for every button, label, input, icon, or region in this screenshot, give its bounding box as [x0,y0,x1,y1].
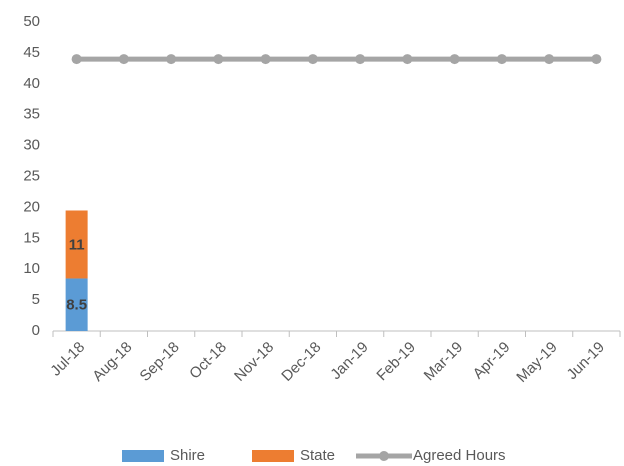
marker [402,54,413,65]
legend-marker [379,451,389,461]
marker [213,54,224,65]
y-tick-label: 30 [23,137,40,154]
x-tick-label: Jun-19 [564,339,608,383]
bar [65,278,88,331]
x-tick-label: Nov-18 [231,339,277,385]
x-tick-label: Feb-19 [373,339,419,385]
x-tick-label: Oct-18 [186,339,230,383]
y-tick-label: 25 [23,167,40,184]
legend-label: State [300,447,335,464]
x-tick-label: Dec-18 [278,339,324,385]
x-tick-label: Jan-19 [327,339,371,383]
marker [118,54,129,65]
marker [166,54,177,65]
marker [544,54,555,65]
x-tick-label: Sep-18 [137,339,183,385]
marker [260,54,271,65]
marker [71,54,82,65]
marker [307,54,318,65]
legend-label: Shire [170,447,205,464]
y-tick-label: 0 [32,322,40,339]
legend-label: Agreed Hours [413,447,506,464]
y-tick-label: 15 [23,229,40,246]
x-tick-label: Apr-19 [470,339,514,383]
x-tick-label: Aug-18 [89,339,135,385]
marker [591,54,602,65]
bar [65,210,88,279]
x-tick-label: Jul-18 [47,339,88,380]
y-tick-label: 40 [23,75,40,92]
value-label: 8.5 [66,297,87,314]
x-tick-label: May-19 [513,339,560,386]
y-tick-label: 35 [23,106,40,123]
y-tick-label: 5 [32,291,40,308]
legend-swatch [122,450,164,462]
y-tick-label: 10 [23,260,40,277]
y-tick-label: 50 [23,13,40,30]
marker [449,54,460,65]
value-label: 11 [69,236,85,253]
marker [496,54,507,65]
y-tick-label: 45 [23,44,40,61]
x-tick-label: Mar-19 [421,339,467,385]
y-tick-label: 20 [23,198,40,215]
legend-swatch [252,450,294,462]
marker [355,54,366,65]
